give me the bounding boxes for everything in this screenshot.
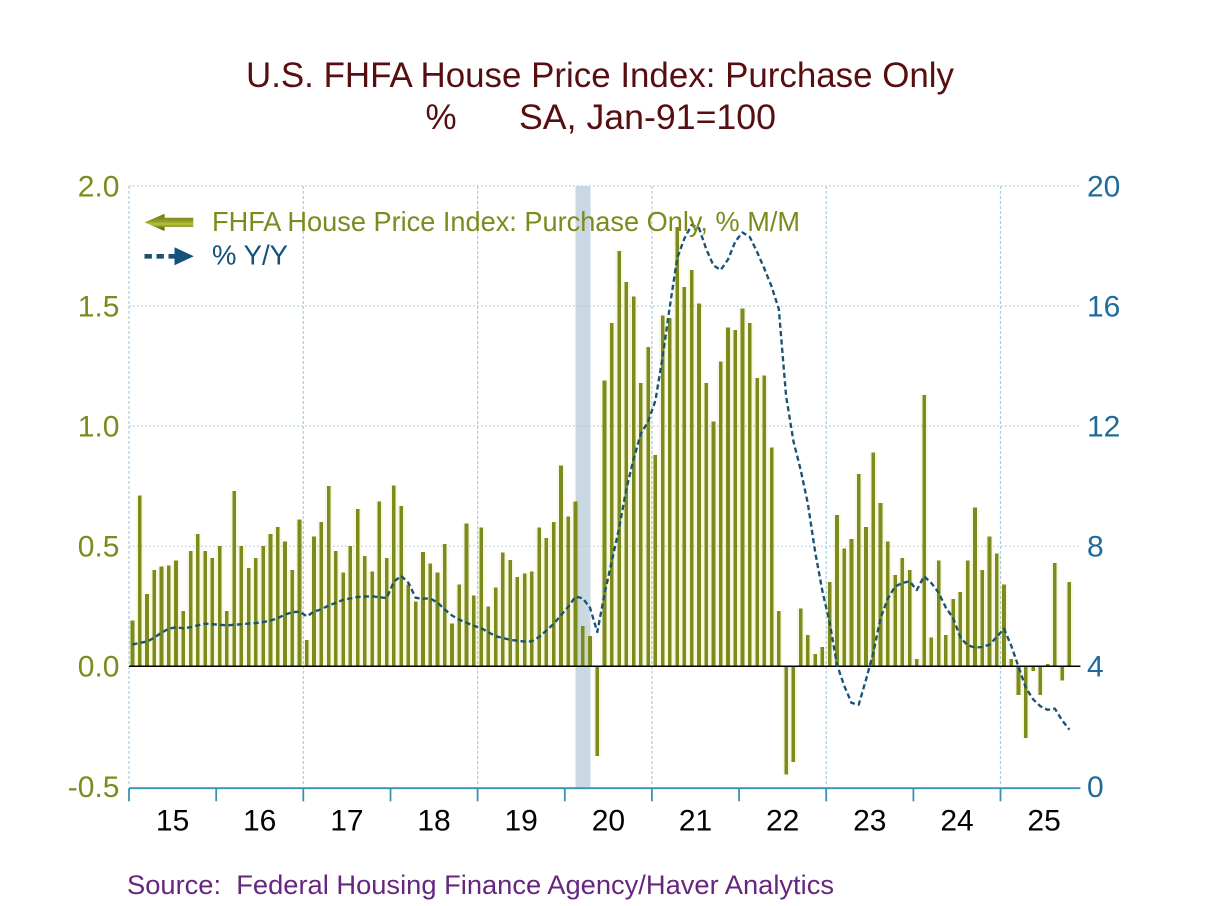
svg-text:21: 21 — [679, 805, 712, 838]
svg-text:% Y/Y: % Y/Y — [212, 240, 288, 271]
svg-text:8: 8 — [1087, 531, 1104, 564]
svg-text:SA, Jan-91=100: SA, Jan-91=100 — [519, 98, 776, 137]
svg-text:16: 16 — [1087, 291, 1120, 324]
svg-text:FHFA House Price Index: Purcha: FHFA House Price Index: Purchase Only, %… — [212, 206, 800, 237]
svg-text:0.0: 0.0 — [78, 651, 120, 684]
svg-text:16: 16 — [243, 805, 276, 838]
svg-text:24: 24 — [940, 805, 973, 838]
svg-text:15: 15 — [156, 805, 189, 838]
svg-text:1.5: 1.5 — [78, 291, 120, 324]
svg-text:23: 23 — [853, 805, 886, 838]
svg-text:20: 20 — [1087, 171, 1120, 204]
svg-text:-0.5: -0.5 — [68, 771, 120, 804]
svg-text:0.5: 0.5 — [78, 531, 120, 564]
svg-text:20: 20 — [592, 805, 625, 838]
svg-text:4: 4 — [1087, 651, 1104, 684]
svg-text:1.0: 1.0 — [78, 411, 120, 444]
svg-text:17: 17 — [330, 805, 363, 838]
svg-text:18: 18 — [417, 805, 450, 838]
svg-text:U.S. FHFA House Price Index: P: U.S. FHFA House Price Index: Purchase On… — [246, 56, 954, 95]
svg-text:25: 25 — [1027, 805, 1060, 838]
svg-text:Source: Federal Housing Finan: Source: Federal Housing Finance Agency/H… — [127, 870, 834, 900]
svg-text:%: % — [425, 98, 456, 137]
svg-text:12: 12 — [1087, 411, 1120, 444]
svg-text:19: 19 — [505, 805, 538, 838]
svg-text:2.0: 2.0 — [78, 171, 120, 204]
svg-text:22: 22 — [766, 805, 799, 838]
svg-text:0: 0 — [1087, 771, 1104, 804]
